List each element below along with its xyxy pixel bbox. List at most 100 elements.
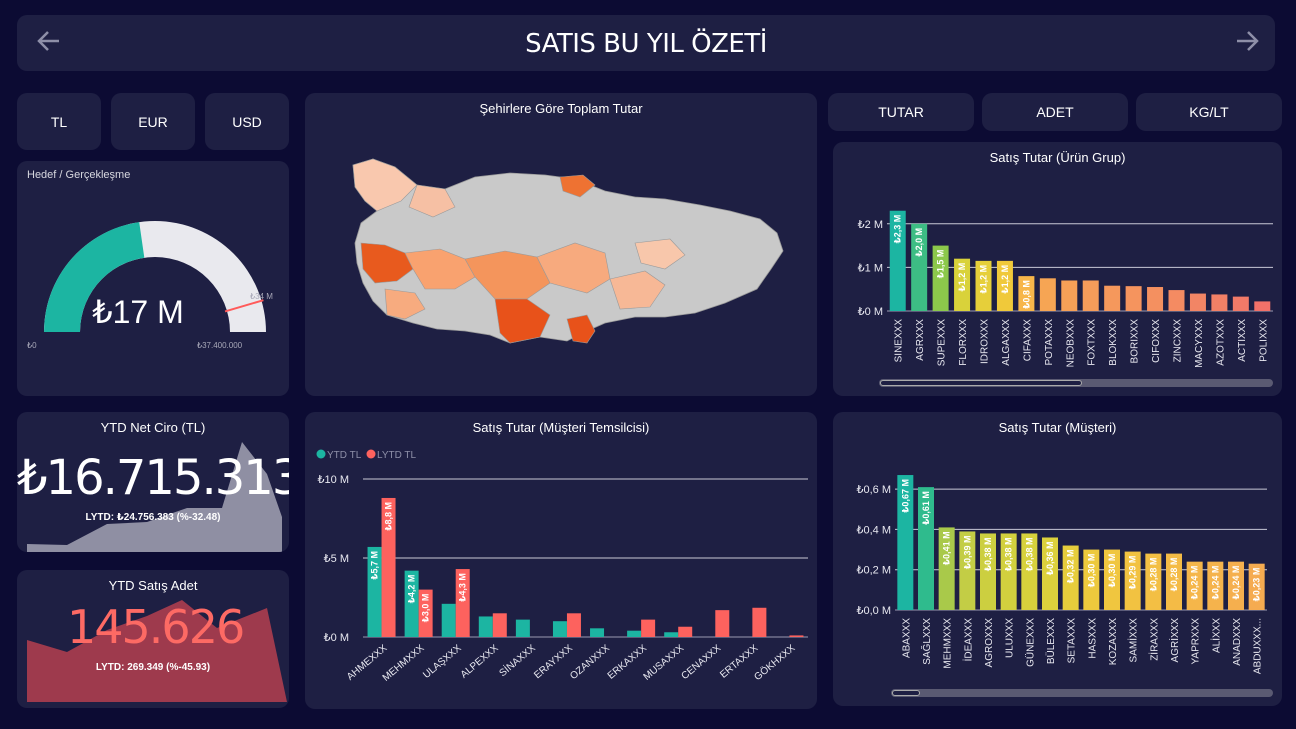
bar — [1000, 533, 1017, 610]
bar-lytd — [752, 607, 767, 637]
y-tick-label: ₺0,2 M — [856, 565, 891, 577]
adet-button[interactable]: ADET — [982, 93, 1128, 131]
x-tick-label: AZOTXXX — [1215, 319, 1226, 366]
data-label: ₺1,2 M — [957, 263, 967, 292]
y-tick-label: ₺0 M — [324, 632, 349, 644]
bar-lytd — [455, 569, 470, 637]
x-tick-label: ALİXXX — [1209, 618, 1222, 653]
urun-grup-scrollbar[interactable] — [879, 379, 1273, 387]
x-tick-label: ABDUXXX... — [1253, 618, 1264, 674]
x-tick-label: IDROXXX — [980, 319, 991, 364]
bar — [1186, 561, 1203, 610]
temsilci-chart-panel: Satış Tutar (Müşteri Temsilcisi) ₺0 M ₺5 … — [305, 412, 817, 709]
bar — [1189, 293, 1206, 311]
bar-lytd — [566, 613, 581, 637]
bar-ytd — [627, 630, 642, 637]
bar — [1039, 278, 1056, 311]
bar — [1061, 280, 1078, 311]
gauge-target-marker — [224, 299, 264, 313]
adet-sparkline — [27, 600, 287, 702]
musteri-scroll-thumb[interactable] — [892, 690, 920, 696]
bar — [897, 475, 914, 610]
y-tick-label: ₺10 M — [318, 474, 349, 486]
legend-marker — [316, 449, 326, 459]
data-label: ₺1,5 M — [936, 250, 946, 279]
x-tick-label: SUPEXXX — [937, 319, 948, 367]
x-tick-label: SINEXXX — [894, 319, 905, 363]
bar-ytd — [664, 632, 679, 637]
data-label: ₺0,67 M — [900, 479, 910, 513]
bar — [1147, 287, 1164, 311]
ciro-sparkline — [27, 442, 282, 552]
urun-grup-scroll-thumb[interactable] — [880, 380, 1082, 386]
map-panel: Şehirlere Göre Toplam Tutar — [305, 93, 817, 396]
bar — [1145, 553, 1162, 610]
musteri-scrollbar[interactable] — [891, 689, 1273, 697]
x-tick-label: HASXXX — [1087, 618, 1098, 659]
bar — [1211, 294, 1228, 311]
gauge-target-label: ₺34 M — [250, 292, 273, 301]
kglt-button[interactable]: KG/LT — [1136, 93, 1282, 131]
bar-ytd — [404, 570, 419, 637]
x-tick-label: SAMİXXX — [1127, 618, 1140, 663]
ytd-ciro-value: ₺16.715.313 — [17, 450, 289, 506]
usd-button[interactable]: USD — [205, 93, 289, 150]
tl-button[interactable]: TL — [17, 93, 101, 150]
x-tick-label: CIFOXXX — [1151, 319, 1162, 363]
urun-grup-chart-title: Satış Tutar (Ürün Grup) — [989, 150, 1126, 165]
eur-button[interactable]: EUR — [111, 93, 195, 150]
data-label: ₺0,39 M — [962, 535, 972, 569]
x-tick-label: OZANXXX — [568, 643, 612, 682]
y-tick-label: ₺0 M — [858, 306, 883, 318]
tutar-button[interactable]: TUTAR — [828, 93, 974, 131]
x-tick-label: BÜLEXXX — [1045, 618, 1057, 664]
x-tick-label: ABAXXX — [901, 618, 912, 658]
bar — [918, 487, 934, 610]
data-label: ₺0,24 M — [1210, 566, 1220, 600]
x-tick-label: ULUXXX — [1005, 618, 1016, 658]
bar — [1021, 533, 1038, 610]
bar-lytd — [789, 635, 804, 637]
bar-ytd — [590, 628, 605, 637]
temsilci-chart-title: Satış Tutar (Müşteri Temsilcisi) — [472, 420, 650, 435]
arrow-left-icon[interactable] — [35, 27, 63, 61]
bar — [1018, 276, 1035, 311]
bar — [1248, 563, 1265, 610]
x-tick-label: İDEAXXX — [961, 618, 974, 662]
urun-grup-chart: ₺0 M ₺1 M ₺2 M ₺2,3 M SINEXXX ₺2,0 M AGRXXX ₺1,… — [858, 210, 1273, 368]
arrow-right-icon[interactable] — [1233, 27, 1261, 61]
bar — [1232, 296, 1249, 311]
data-label: ₺4,2 M — [407, 575, 417, 604]
bar-lytd — [715, 610, 730, 637]
x-tick-label: ACTIXXX — [1237, 319, 1248, 362]
urun-grup-chart-panel: Satış Tutar (Ürün Grup) ₺0 M ₺1 M ₺2 M ₺2,3… — [833, 142, 1282, 396]
bar — [959, 531, 976, 610]
bar — [1254, 301, 1271, 311]
ytd-adet-card: YTD Satış Adet 145.626 LYTD: 269.349 (%-… — [17, 570, 289, 708]
x-tick-label: YAPRXXX — [1191, 618, 1202, 665]
x-tick-label: NEOBXXX — [1065, 319, 1076, 368]
bar-ytd — [367, 546, 382, 637]
x-tick-label: POTAXXX — [1044, 319, 1055, 366]
ytd-adet-value: 145.626 — [67, 600, 245, 654]
data-label: ₺0,30 M — [1086, 554, 1096, 588]
bar-ytd — [478, 616, 493, 637]
gauge-title: Hedef / Gerçekleşme — [27, 169, 131, 181]
bar-lytd — [381, 497, 396, 637]
bar-lytd — [418, 589, 433, 637]
data-label: ₺0,28 M — [1169, 558, 1179, 592]
data-label: ₺0,23 M — [1252, 568, 1262, 602]
y-tick-label: ₺0,0 M — [856, 605, 891, 617]
turkey-map[interactable] — [305, 93, 817, 396]
x-tick-label: SAĞLXXX — [920, 618, 933, 665]
y-tick-label: ₺1 M — [858, 262, 883, 274]
data-label: ₺0,38 M — [983, 537, 993, 571]
bar-ytd — [552, 621, 567, 637]
y-tick-label: ₺0,6 M — [856, 484, 891, 496]
bar — [1083, 549, 1100, 610]
bar — [1062, 545, 1079, 610]
x-tick-label: FLORXXX — [958, 319, 969, 366]
data-label: ₺5,7 M — [370, 551, 380, 580]
musteri-chart-panel: Satış Tutar (Müşteri) ₺0,0 M ₺0,2 M ₺0,4 M… — [833, 412, 1282, 706]
data-label: ₺8,8 M — [384, 502, 394, 531]
